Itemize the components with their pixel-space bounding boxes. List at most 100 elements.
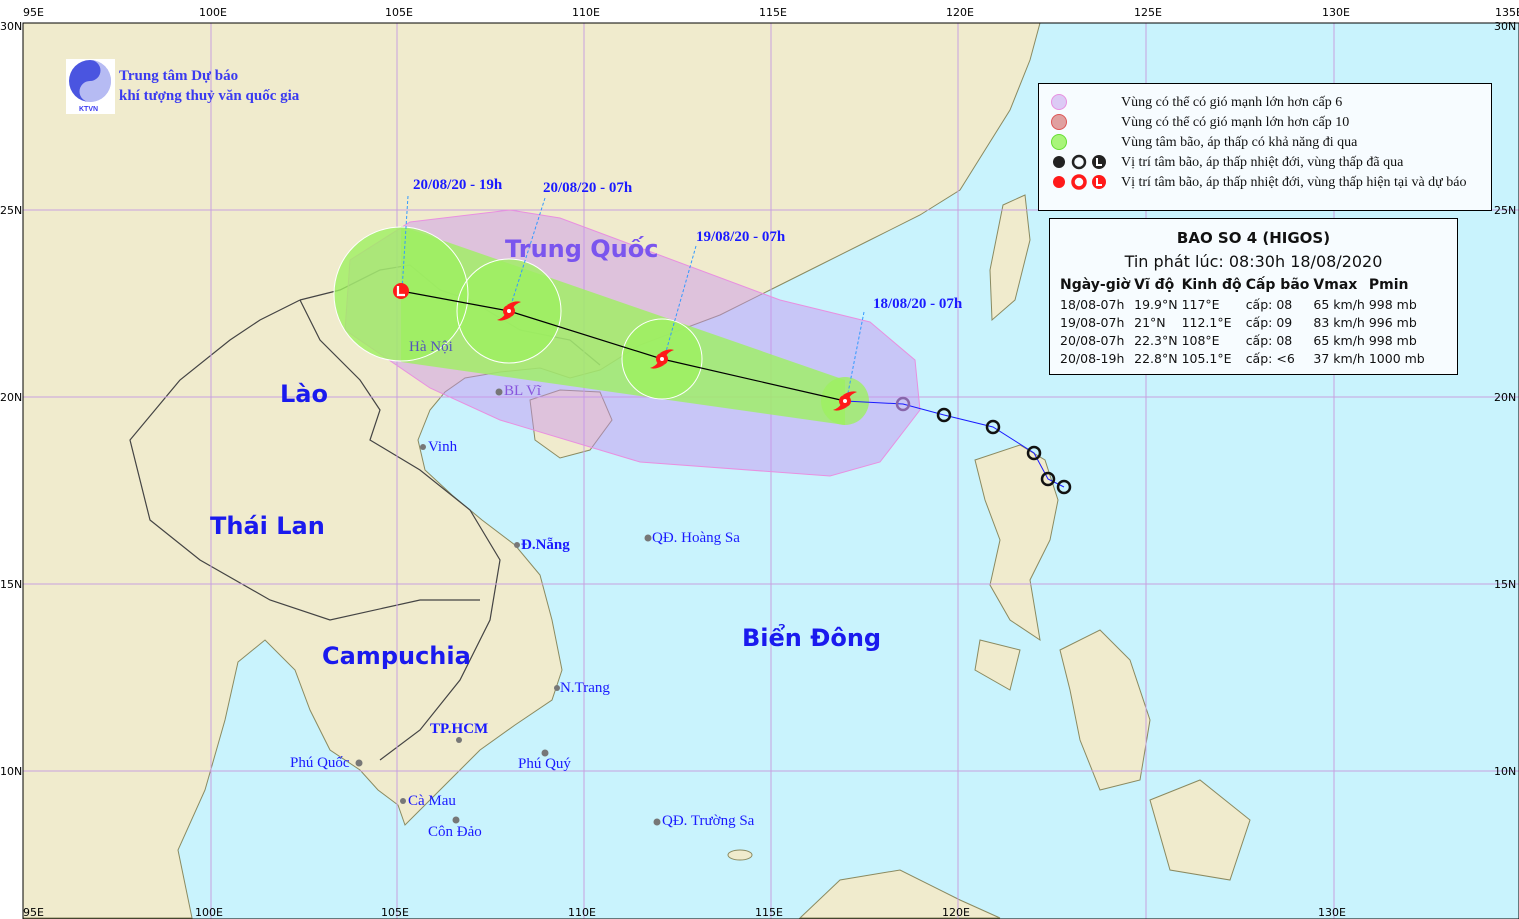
issued-time: Tin phát lúc: 08:30h 18/08/2020 xyxy=(1124,252,1383,271)
table-row: 20/08-07h 22.3°N 108°E cấp: 08 65 km/h 998 mb xyxy=(1060,331,1429,349)
cell: 19/08-07h xyxy=(1060,314,1125,330)
legend: Vùng có thể có gió mạnh lớn hơn cấp 6 Vù… xyxy=(1038,83,1492,211)
legend-item: Vùng có thể có gió mạnh lớn hơn cấp 10 xyxy=(1121,115,1350,130)
legend-item: Vùng tâm bão, áp thấp có khả năng đi qua xyxy=(1121,135,1358,150)
track-label: 20/08/20 - 07h xyxy=(543,180,633,196)
table-row: 18/08-07h 19.9°N 117°E cấp: 08 65 km/h 998 mb xyxy=(1060,295,1429,313)
lon-label: 100E xyxy=(195,906,223,919)
lon-label: 135E xyxy=(1495,6,1519,19)
cell: 21°N xyxy=(1134,314,1166,330)
lon-label: 120E xyxy=(946,6,974,19)
place-danang: Đ.Nẵng xyxy=(521,537,570,553)
track-label: 19/08/20 - 07h xyxy=(696,229,786,245)
cell: 998 mb xyxy=(1368,332,1417,348)
storm-icon xyxy=(650,349,674,369)
lon-label: 95E xyxy=(23,6,44,19)
lat-label: 30N xyxy=(0,20,23,33)
past-position xyxy=(1056,479,1072,495)
center-zone-swatch xyxy=(1051,134,1067,150)
cell: 20/08-19h xyxy=(1060,350,1125,366)
lon-label: 125E xyxy=(1134,6,1162,19)
past-position xyxy=(985,419,1001,435)
table-row: 20/08-19h 22.8°N 105.1°E cấp: <6 37 km/h 1000… xyxy=(1060,349,1429,367)
storm-info-panel: BAO SO 4 (HIGOS) Tin phát lúc: 08:30h 18… xyxy=(1049,218,1458,375)
lon-label: 120E xyxy=(942,906,970,919)
org-name-line1: Trung tâm Dự báo xyxy=(119,68,239,84)
lat-label: 15N xyxy=(0,578,23,591)
map-frame xyxy=(22,22,1519,919)
cell: 19.9°N xyxy=(1134,296,1178,312)
cell: 112.1°E xyxy=(1181,314,1232,330)
logo-label: KTVN xyxy=(79,106,99,113)
past-position xyxy=(936,407,952,423)
lat-label: 25N xyxy=(1494,204,1517,217)
past-position xyxy=(895,396,911,412)
place-condao: Côn Đảo xyxy=(428,824,482,840)
cell: 20/08-07h xyxy=(1060,332,1125,348)
cell: 37 km/h xyxy=(1313,350,1365,366)
place-hoangsa: QĐ. Hoàng Sa xyxy=(652,530,740,546)
city-dots xyxy=(355,388,661,826)
cell: 18/08-07h xyxy=(1060,296,1125,312)
lon-label: 105E xyxy=(381,906,409,919)
cell: 996 mb xyxy=(1368,314,1417,330)
place-hanoi: Hà Nội xyxy=(409,339,453,355)
lon-label: 95E xyxy=(23,906,44,919)
col-header: Pmin xyxy=(1368,277,1409,293)
cell: cấp: <6 xyxy=(1245,350,1295,366)
lat-label: 10N xyxy=(0,765,23,778)
level6-zone-swatch xyxy=(1051,94,1067,110)
legend-icons xyxy=(1051,94,1106,190)
past-position xyxy=(1026,445,1042,461)
cell: 117°E xyxy=(1181,296,1220,312)
cell: 105.1°E xyxy=(1181,350,1232,366)
past-position xyxy=(1040,471,1056,487)
org-name-line2: khí tượng thuỷ văn quốc gia xyxy=(119,88,300,104)
col-header: Kinh độ xyxy=(1181,277,1242,293)
track-label: 20/08/20 - 19h xyxy=(413,177,503,193)
place-camau: Cà Mau xyxy=(408,793,456,809)
lat-label: 30N xyxy=(1494,20,1517,33)
label-sea: Biển Đông xyxy=(742,624,882,652)
track-label: 18/08/20 - 07h xyxy=(873,296,963,312)
lon-label: 105E xyxy=(385,6,413,19)
label-cambodia: Campuchia xyxy=(322,642,471,670)
land xyxy=(22,22,1251,919)
cell: 22.3°N xyxy=(1134,332,1178,348)
place-hcm: TP.HCM xyxy=(430,721,489,737)
col-header: Vĩ độ xyxy=(1134,277,1175,293)
lon-label: 100E xyxy=(199,6,227,19)
current-storm-icons xyxy=(1053,174,1106,190)
past-track-line xyxy=(844,400,1065,488)
storm-icon xyxy=(497,301,521,321)
lat-label: 20N xyxy=(0,391,23,404)
storm-title: BAO SO 4 (HIGOS) xyxy=(1176,229,1331,247)
cell: 998 mb xyxy=(1368,296,1417,312)
lat-label: 15N xyxy=(1494,578,1517,591)
leader-lines xyxy=(401,195,865,399)
storm-icon-current xyxy=(833,391,857,411)
legend-item: Vùng có thể có gió mạnh lớn hơn cấp 6 xyxy=(1121,95,1343,110)
table-header: Ngày-giờ Vĩ độ Kinh độ Cấp bão Vmax Pmin xyxy=(1060,277,1429,295)
cell: 65 km/h xyxy=(1313,332,1365,348)
cell: 65 km/h xyxy=(1313,296,1365,312)
place-blvi: BL Vĩ xyxy=(504,383,542,399)
lon-label: 110E xyxy=(572,6,600,19)
table-row: 19/08-07h 21°N 112.1°E cấp: 09 83 km/h 996 mb xyxy=(1060,313,1429,331)
cell: 1000 mb xyxy=(1368,350,1425,366)
place-phuquoc: Phú Quốc xyxy=(290,755,350,771)
place-nhatrang: N.Trang xyxy=(560,680,610,696)
place-phuquy: Phú Quý xyxy=(518,756,571,772)
lon-label: 130E xyxy=(1322,6,1350,19)
label-thailand: Thái Lan xyxy=(210,512,325,540)
cell: 22.8°N xyxy=(1134,350,1178,366)
cell: cấp: 09 xyxy=(1245,314,1293,330)
legend-item: Vị trí tâm bão, áp thấp nhiệt đới, vùng … xyxy=(1121,155,1404,170)
lon-label: 115E xyxy=(755,906,783,919)
lat-label: 10N xyxy=(1494,765,1517,778)
col-header: Cấp bão xyxy=(1245,277,1310,293)
forecast-track-line xyxy=(400,290,846,402)
legend-item: Vị trí tâm bão, áp thấp nhiệt đới, vùng … xyxy=(1121,175,1467,190)
past-positions xyxy=(895,396,1072,495)
lat-label: 25N xyxy=(0,204,23,217)
